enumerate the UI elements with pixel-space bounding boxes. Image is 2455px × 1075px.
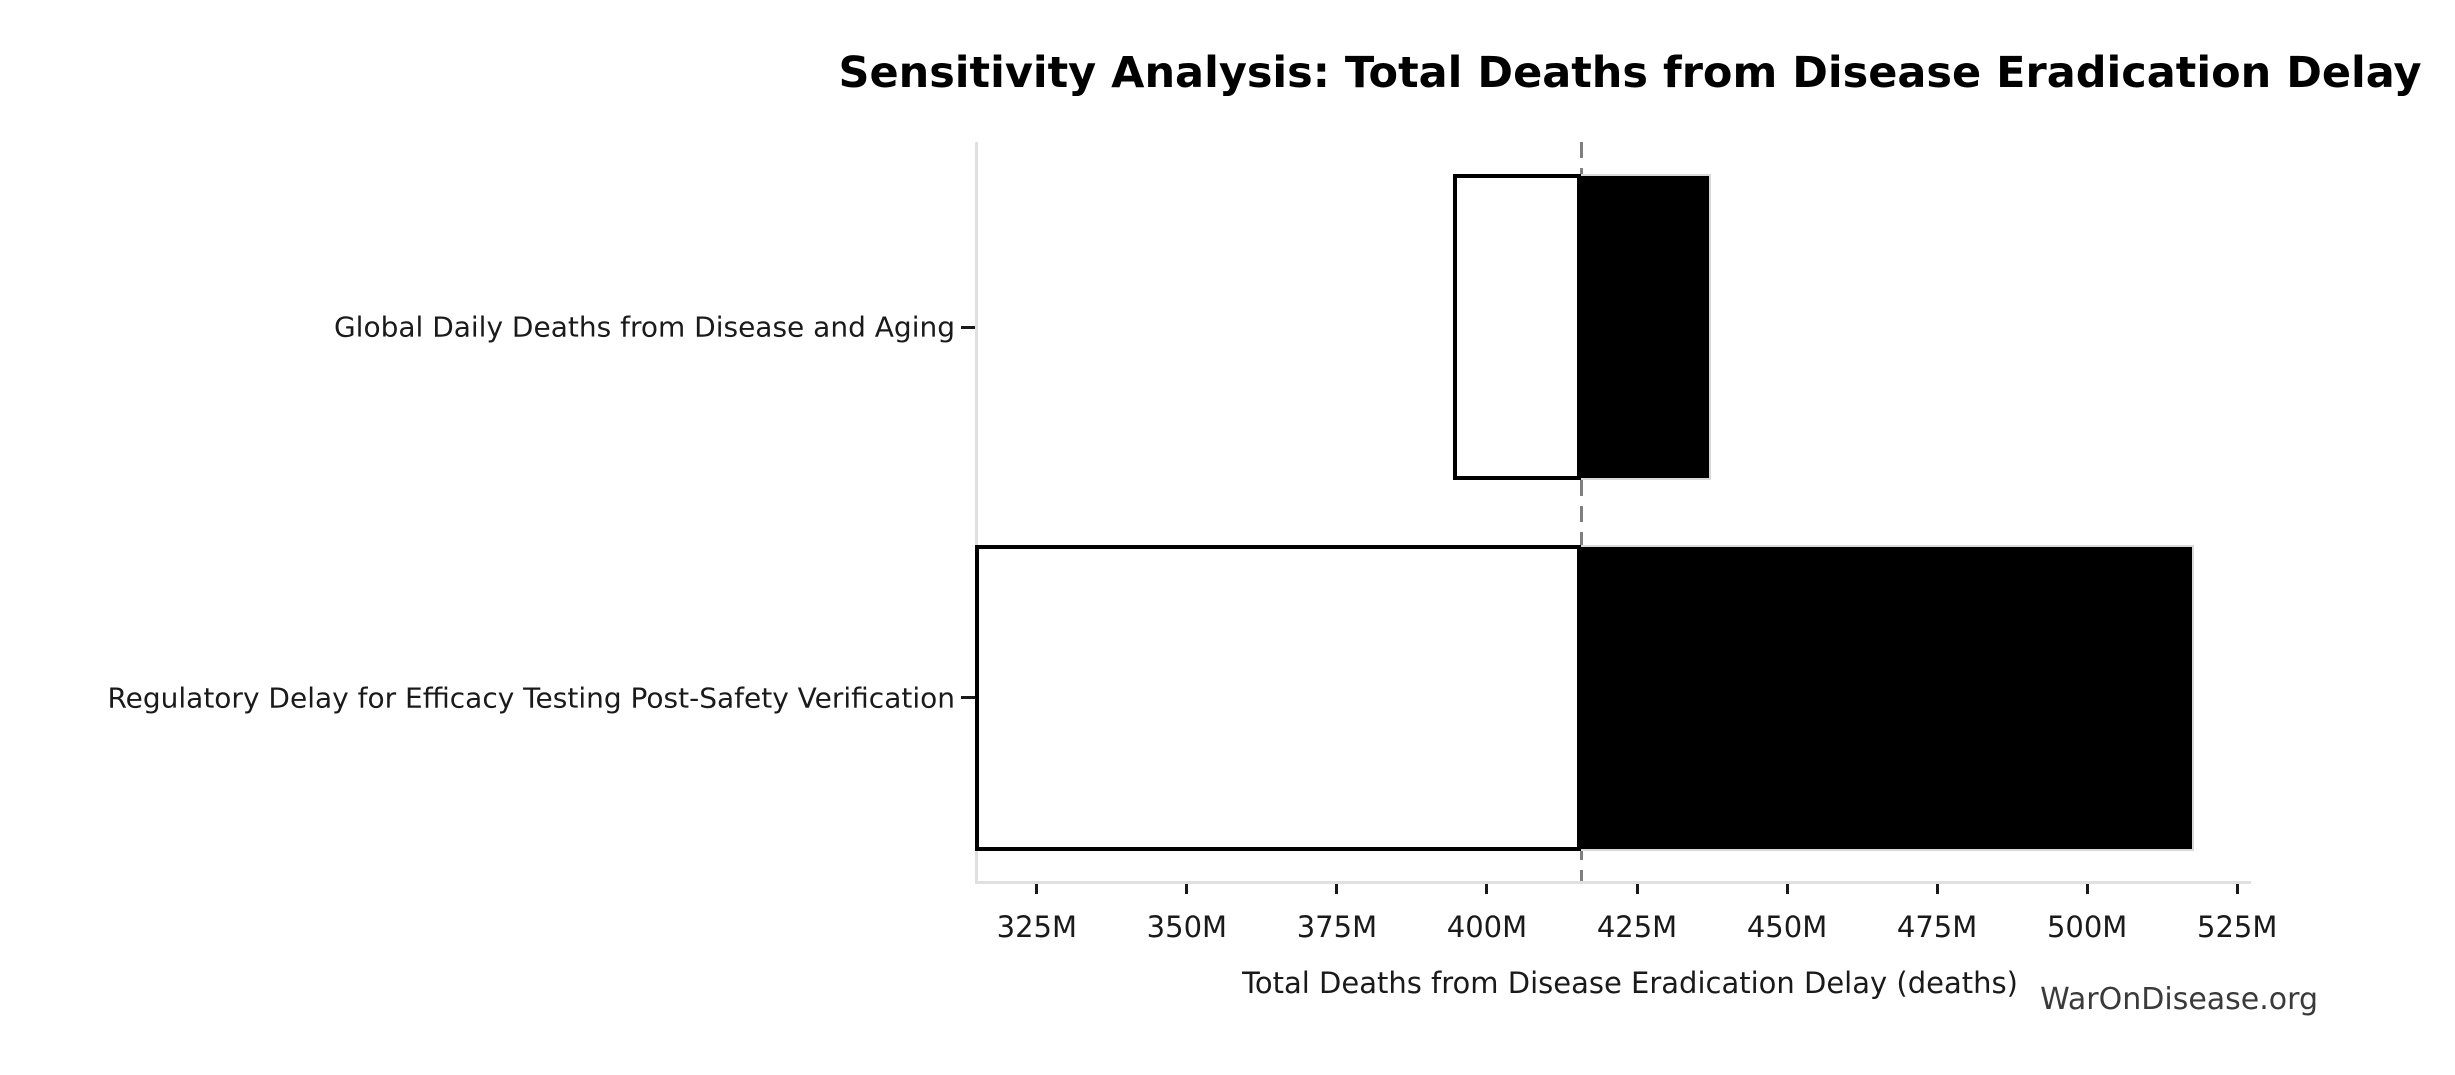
x-tick-label: 325M — [996, 910, 1077, 944]
x-tick-mark — [1335, 884, 1339, 894]
y-axis-spine — [975, 142, 978, 884]
x-tick-mark — [1185, 884, 1189, 894]
y-tick-mark — [961, 325, 975, 329]
x-tick-mark — [1635, 884, 1639, 894]
x-tick-label: 400M — [1446, 910, 1528, 944]
y-axis-label: Regulatory Delay for Efficacy Testing Po… — [107, 681, 955, 715]
x-tick-mark — [1035, 884, 1039, 894]
x-tick-label: 425M — [1596, 910, 1678, 944]
x-tick-mark — [1485, 884, 1489, 894]
x-tick-mark — [2235, 884, 2239, 894]
x-tick-label: 500M — [2046, 910, 2128, 944]
bar-low-segment — [1453, 174, 1582, 481]
x-axis-title: Total Deaths from Disease Eradication De… — [1242, 966, 2018, 1000]
x-tick-label: 450M — [1746, 910, 1828, 944]
x-tick-label: 350M — [1146, 910, 1228, 944]
x-tick-mark — [1935, 884, 1939, 894]
y-tick-mark — [961, 696, 975, 700]
chart-title: Sensitivity Analysis: Total Deaths from … — [838, 48, 2422, 98]
x-axis-spine — [975, 881, 2251, 884]
bar-low-segment — [974, 544, 1582, 851]
bar-high-segment — [1581, 544, 2195, 851]
x-tick-mark — [2085, 884, 2089, 894]
bar-high-segment — [1581, 174, 1712, 481]
x-tick-label: 525M — [2197, 910, 2278, 944]
watermark-text: WarOnDisease.org — [2040, 982, 2318, 1017]
y-axis-label: Global Daily Deaths from Disease and Agi… — [333, 310, 955, 344]
x-tick-mark — [1785, 884, 1789, 894]
x-tick-label: 475M — [1896, 910, 1978, 944]
x-tick-label: 375M — [1296, 910, 1378, 944]
baseline-line — [1579, 142, 1583, 881]
